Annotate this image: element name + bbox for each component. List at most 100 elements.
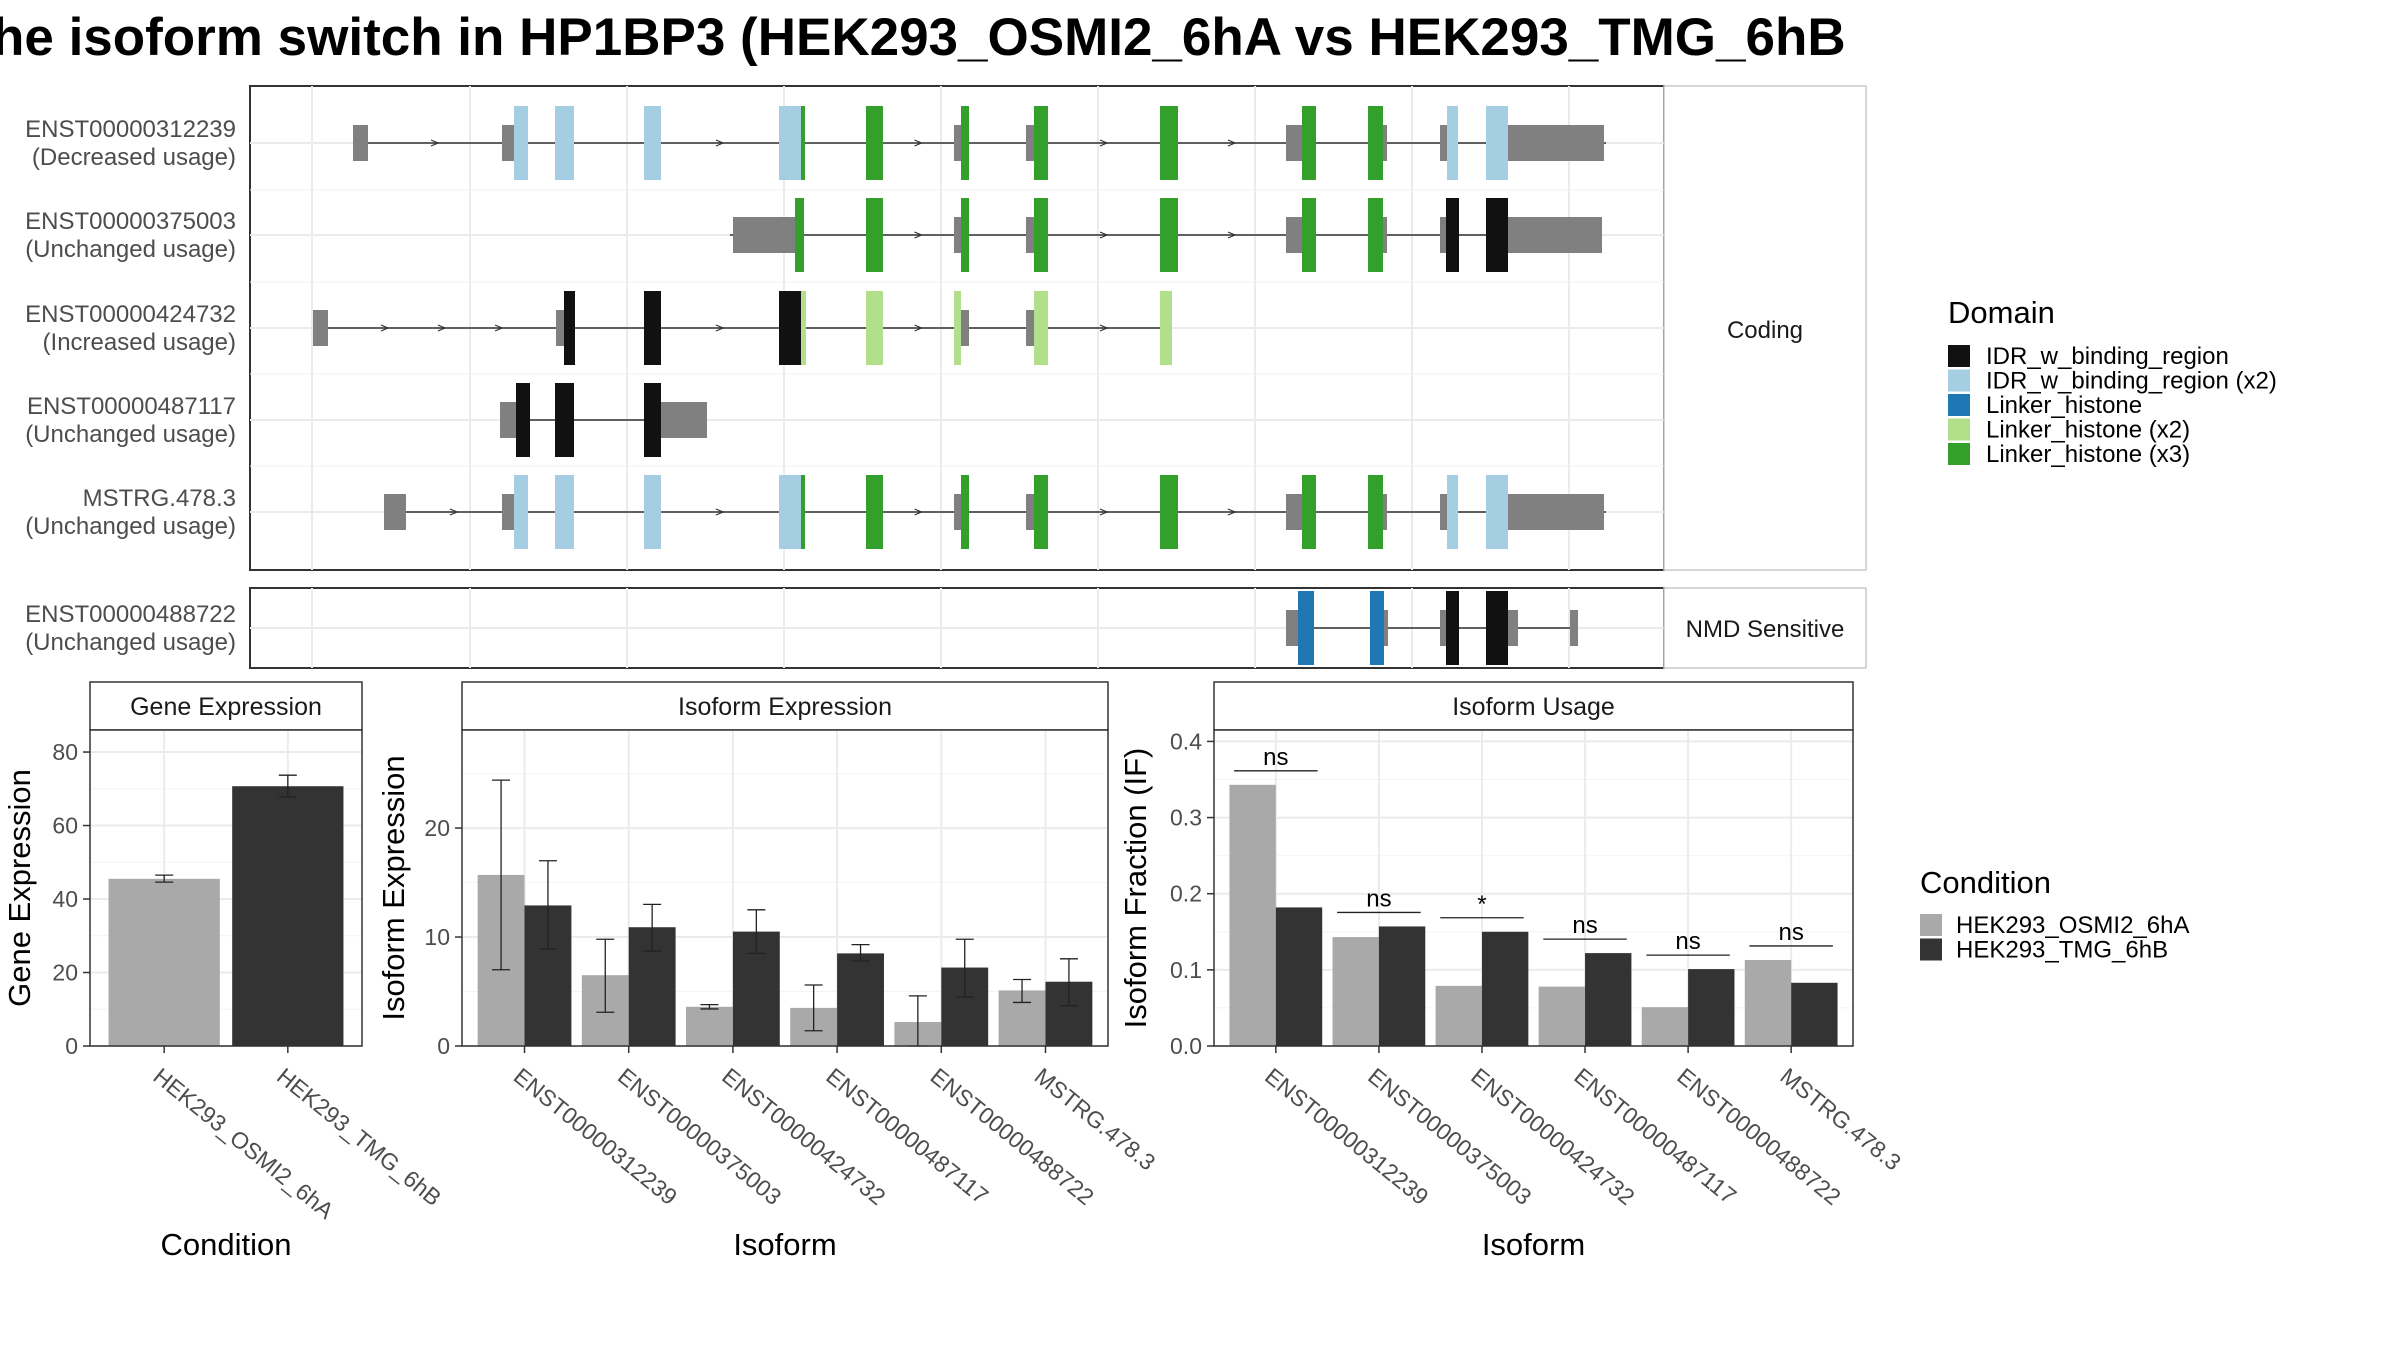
coding-exon [514,475,528,549]
utr-exon [1383,125,1387,161]
panel-title: Gene Expression [130,693,322,721]
coding-exon [795,198,804,272]
utr-exon [353,125,368,161]
domain-legend-label: Linker_histone (x2) [1986,417,2190,444]
bar [1538,986,1586,1046]
utr-exon [1384,610,1388,646]
facet-strip [1663,85,1867,571]
coding-exon [1298,591,1314,665]
transcript-usage-label: (Increased usage) [43,329,236,356]
utr-exon [1440,610,1446,646]
coding-exon [1486,475,1508,549]
domain-legend-title: Domain [1948,295,2055,330]
transcript-row [353,106,1606,180]
coding-exon [1446,591,1459,665]
coding-exon [801,106,805,180]
utr-exon [661,402,707,438]
strand-arrow [437,324,447,332]
y-tick-label: 0 [65,1033,78,1059]
domain-legend: Domain IDR_w_binding_regionIDR_w_binding_… [1948,295,2277,468]
facet-label-coding: Coding [1727,317,1803,344]
strand-arrow [914,139,924,147]
utr-exon [1440,125,1447,161]
coding-exon [1370,591,1384,665]
coding-exon [779,291,801,365]
significance-label: ns [1263,744,1288,771]
coding-exon [644,291,661,365]
significance-label: ns [1778,919,1803,946]
strand-arrow [380,324,390,332]
strand-arrow [1227,508,1237,516]
strand-arrow [430,139,440,147]
coding-exon [1368,475,1383,549]
coding-exon [1368,198,1383,272]
transcript-structure-panel: Coding NMD Sensitive ENST00000312239(Decre… [25,85,1867,669]
utr-exon [1286,494,1302,530]
coding-exon [779,475,801,549]
coding-exon [1034,475,1048,549]
coding-exon [644,475,661,549]
transcript-label: ENST00000424732 [25,301,236,328]
strand-arrow [1227,139,1237,147]
panel-border [89,729,363,1047]
transcript-row [500,383,707,457]
utr-exon [1286,217,1302,253]
coding-exon [866,198,883,272]
y-tick-label: 80 [52,739,78,765]
transcript-row [1286,591,1578,665]
utr-exon [1508,125,1604,161]
utr-exon [1026,125,1034,161]
utr-exon [1026,310,1034,346]
utr-exon [954,217,961,253]
y-tick-label: 0.2 [1170,881,1202,907]
utr-exon [502,125,516,161]
coding-exon [779,106,801,180]
utr-exon [500,402,516,438]
transcript-label: ENST00000375003 [25,208,236,235]
bar [1585,953,1632,1046]
strand-arrow [715,508,725,516]
utr-exon [954,494,961,530]
coding-exon [1486,198,1508,272]
isoform-expression-chart: Isoform Expression01020ENST00000312239EN… [376,681,1160,1262]
y-tick-label: 0 [437,1033,450,1059]
domain-legend-swatch [1948,345,1970,367]
x-axis-title: Isoform [733,1227,836,1262]
bar [1378,926,1426,1046]
bar [232,786,344,1046]
utr-exon [954,125,961,161]
utr-exon [1383,217,1387,253]
y-tick-label: 0.4 [1170,728,1202,754]
coding-exon [961,106,969,180]
utr-exon [1286,125,1302,161]
coding-exon [1368,106,1383,180]
transcript-usage-label: (Unchanged usage) [25,513,236,540]
y-axis-title: Isoform Fraction (IF) [1118,748,1153,1029]
bar [1332,937,1379,1046]
panel-title: Isoform Usage [1452,693,1615,721]
utr-exon [1440,217,1446,253]
coding-exon [1034,106,1048,180]
domain-legend-label: IDR_w_binding_region [1986,343,2229,370]
utr-exon [313,310,328,346]
transcript-usage-label: (Unchanged usage) [25,236,236,263]
coding-exon [1446,198,1459,272]
transcript-label: ENST00000488722 [25,601,236,628]
coding-exon [555,106,574,180]
domain-legend-label: IDR_w_binding_region (x2) [1986,368,2277,395]
bar [1435,985,1482,1046]
strand-arrow [1099,508,1109,516]
utr-exon [1508,610,1518,646]
coding-exon [961,198,969,272]
coding-exon [516,383,530,457]
coding-exon [564,291,575,365]
transcript-label: ENST00000487117 [27,393,236,420]
y-tick-label: 0.3 [1170,805,1202,831]
transcript-row [730,198,1602,272]
coding-exon [1447,106,1458,180]
y-tick-label: 60 [52,813,78,839]
coding-exon [1302,198,1316,272]
